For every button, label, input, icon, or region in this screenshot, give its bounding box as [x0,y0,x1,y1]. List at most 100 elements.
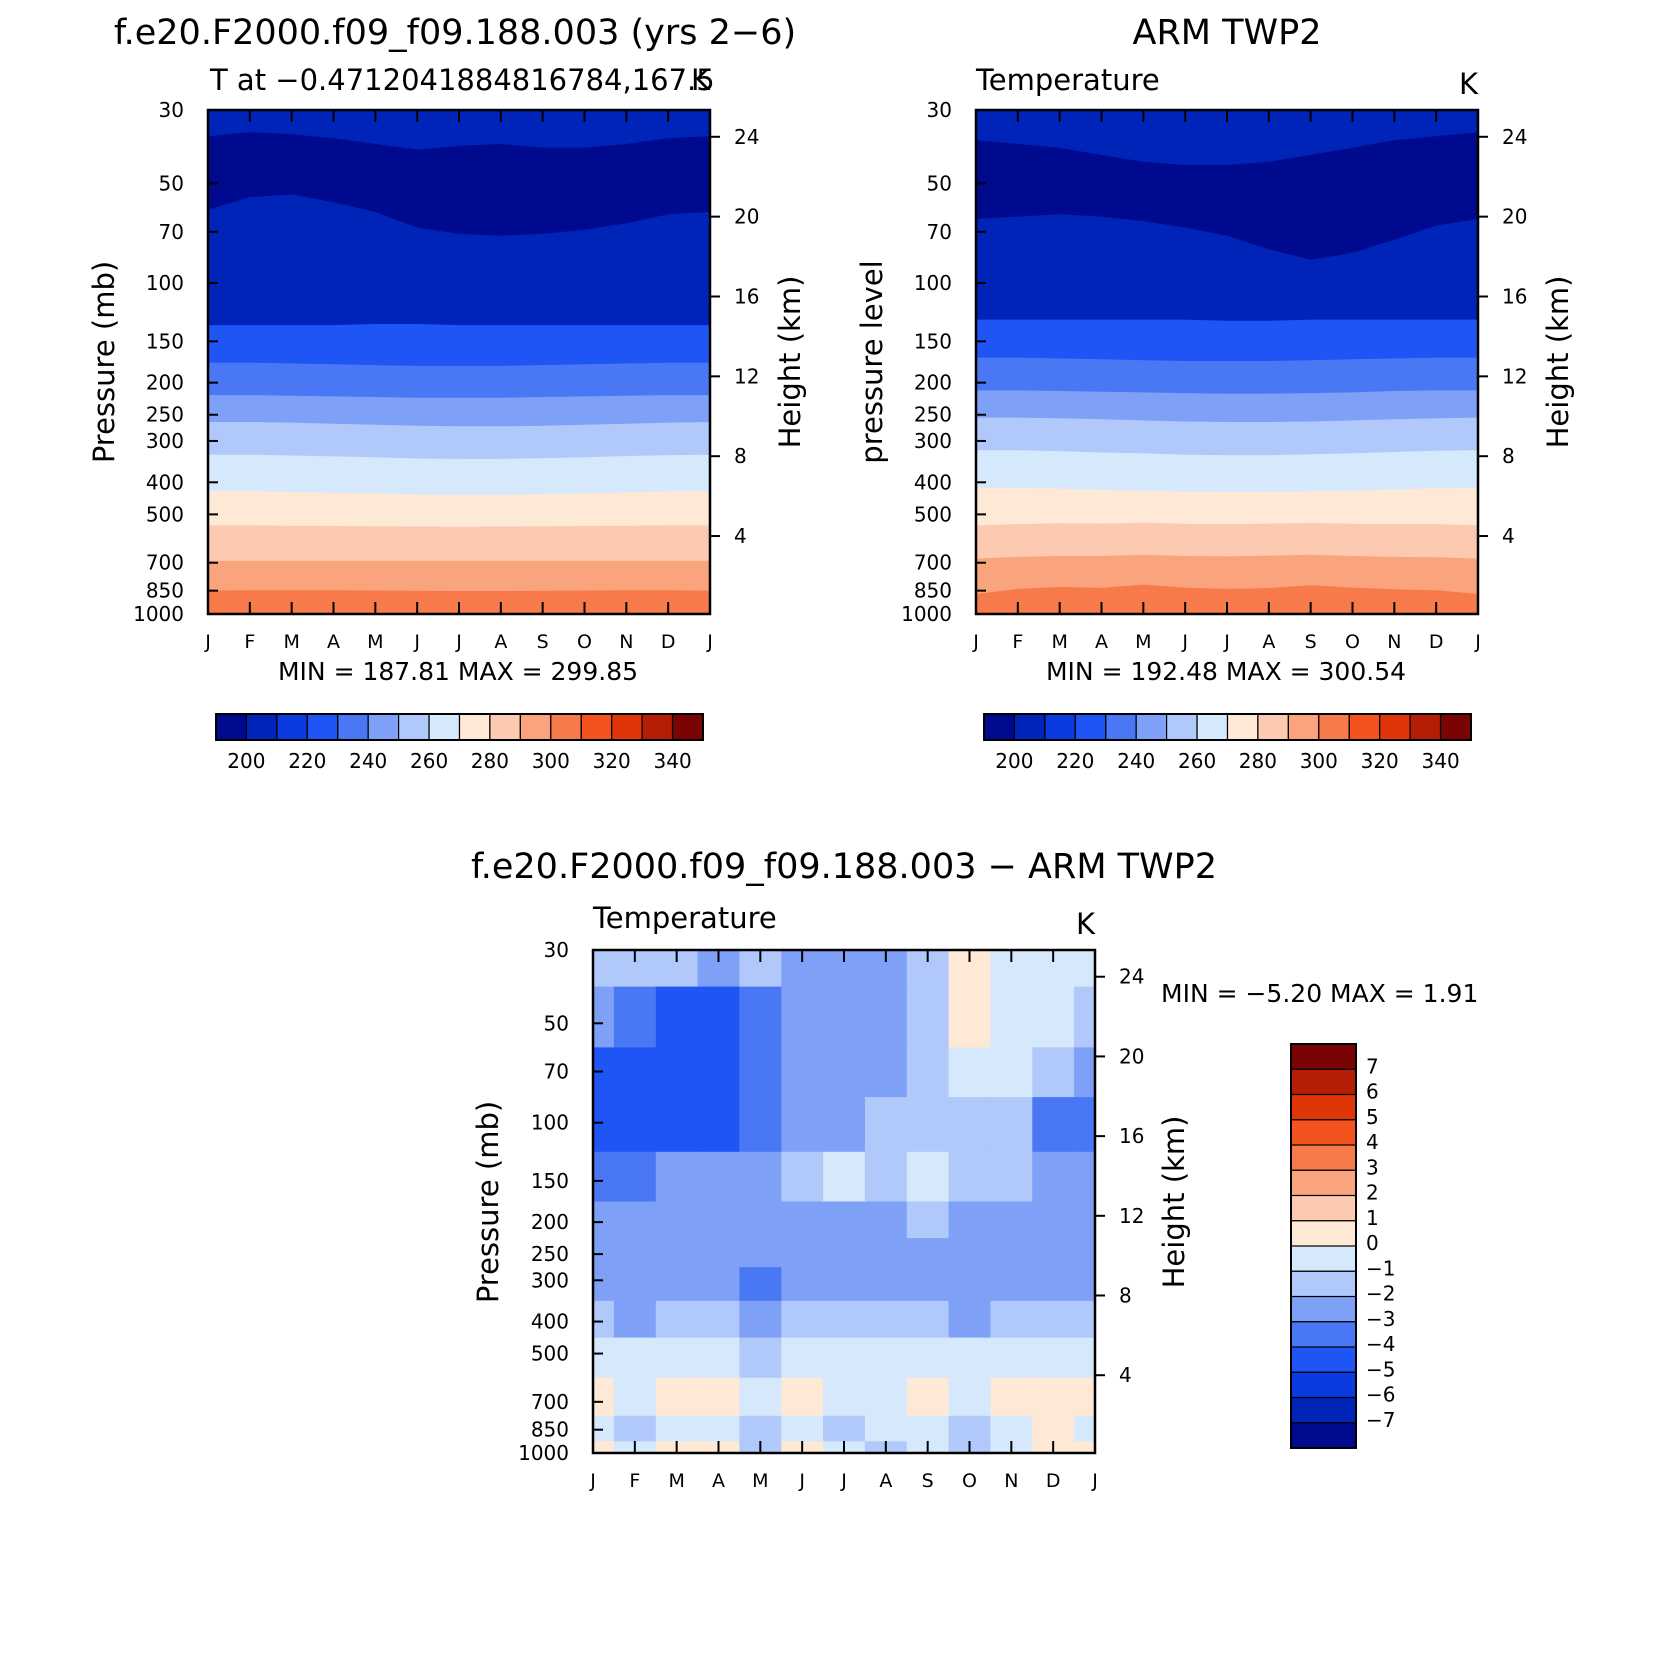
x-tick-label: J [840,1470,847,1492]
contour-cell [593,1441,615,1453]
contour-cell [823,1201,866,1239]
contour-cell [990,986,1033,1048]
contour-cell [990,1097,1033,1153]
colorbar-label: 220 [288,749,326,773]
contour-cell [864,1047,908,1098]
contour-cell [739,1047,782,1098]
y-tick-label: 70 [159,220,184,244]
y-right-tick-label: 16 [734,284,759,308]
contour-cell [864,986,908,1048]
y-tick-label: 850 [914,579,952,603]
y-tick-label: 250 [146,403,184,427]
panel-model-ylabel: Pressure (mb) [87,261,121,463]
colorbar-frame [215,713,704,741]
contour-cell [823,1267,866,1302]
colorbar-swatch [428,713,461,741]
contour-cell [1074,1097,1095,1153]
colorbar-swatch [1290,1346,1357,1373]
x-tick-label: J [589,1470,596,1492]
y-tick-label: 300 [146,429,184,453]
contour-cell [593,1238,615,1268]
contour-cell [906,1151,950,1203]
x-tick-label: A [1262,631,1275,653]
contour-cell [990,1337,1033,1379]
panel-obs-ylabel-right: Height (km) [1541,276,1575,449]
x-tick-label: S [537,631,549,653]
contour-cell [593,950,615,988]
contour-cell [781,1300,824,1339]
contour-cell [613,986,657,1048]
y-tick-label: 70 [927,220,952,244]
panel-model-units: K [691,63,711,97]
contour-cell [593,1337,615,1379]
contour-cell [1032,1151,1075,1203]
y-right-tick-label: 24 [734,125,759,149]
contour-cell [906,1097,950,1153]
contour-cell [906,986,950,1048]
y-right-tick-label: 20 [1119,1044,1144,1068]
colorbar-swatch [1013,713,1046,741]
contour-cell [948,1201,991,1239]
contour-cell [948,1415,991,1442]
contour-cell [823,986,866,1048]
y-tick-label: 700 [914,551,952,575]
colorbar-label: 240 [1117,749,1155,773]
x-tick-label: J [1474,631,1481,653]
contour-cell [593,1151,615,1203]
x-tick-label: A [879,1470,892,1492]
contour-cell [990,1300,1033,1339]
contour-cell [655,1415,699,1442]
colorbar-swatch [489,713,521,741]
panel-obs-units: K [1459,67,1479,101]
panel-diff-units: K [1076,907,1096,941]
contour-cell [613,1047,657,1098]
contour-cell [655,1267,699,1302]
contour-cell [906,1377,950,1417]
x-tick-label: D [661,631,676,653]
contour-cell [948,1097,991,1153]
y-right-tick-label: 16 [1502,284,1527,308]
colorbar-swatch [306,713,339,741]
y-right-tick-label: 12 [734,364,759,388]
contour-cell [781,1047,824,1098]
y-right-tick-label: 8 [1119,1284,1132,1308]
colorbar-swatch [1318,713,1350,741]
x-tick-label: J [1223,631,1230,653]
contour-cell [739,1267,782,1302]
colorbar-swatch [550,713,582,741]
colorbar-swatch [1287,713,1320,741]
colorbar-swatch [276,713,308,741]
colorbar-swatch [1290,1169,1357,1197]
panel-diff-contours [593,950,1095,1453]
colorbar-swatch [1290,1396,1357,1424]
x-tick-label: J [204,631,211,653]
contour-cell [697,1047,740,1098]
contour-cell [864,1300,908,1339]
y-tick-label: 100 [531,1111,569,1135]
colorbar-swatch [1165,713,1198,741]
colorbar-label: 3 [1366,1155,1379,1179]
colorbar-swatch [1290,1295,1357,1323]
panel-diff-stats: MIN = −5.20 MAX = 1.91 [1161,979,1478,1008]
panel-obs-stats: MIN = 192.48 MAX = 300.54 [1046,657,1406,686]
x-tick-label: F [244,631,255,653]
colorbar-swatch [1226,713,1259,741]
y-right-tick-label: 8 [1502,444,1515,468]
contour-cell [613,1337,657,1379]
contour-cell [593,1047,615,1098]
contour-cell [781,1415,824,1442]
contour-cell [613,1097,657,1153]
colorbar-swatch [367,713,400,741]
x-tick-label: D [1046,1470,1061,1492]
contour-cell [1074,1151,1095,1203]
y-tick-label: 1000 [518,1441,569,1465]
x-tick-label: D [1429,631,1444,653]
x-tick-label: J [798,1470,805,1492]
y-tick-label: 150 [146,329,184,353]
panel-obs-subtitle: Temperature [975,63,1160,97]
colorbar-label: 280 [471,749,509,773]
colorbar-swatch [1439,713,1472,741]
